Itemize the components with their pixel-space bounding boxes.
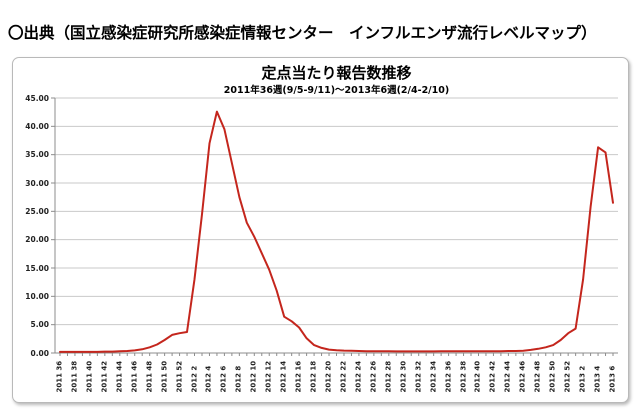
x-axis-label: 2012 50 xyxy=(548,360,557,393)
x-axis-label: 2012 2 xyxy=(190,365,198,393)
y-axis-label: 15.00 xyxy=(25,263,49,273)
x-axis-label: 2011 42 xyxy=(100,360,109,393)
x-axis-label: 2011 48 xyxy=(145,360,154,393)
y-axis-label: 10.00 xyxy=(25,291,49,301)
chart-title: 定点当たり報告数推移 xyxy=(261,64,412,82)
x-axis-label: 2011 36 xyxy=(55,360,64,393)
x-axis-label: 2011 52 xyxy=(175,360,184,393)
x-axis-label: 2013 6 xyxy=(608,365,617,393)
x-axis-label: 2011 44 xyxy=(115,360,124,393)
y-axis-label: 5.00 xyxy=(30,320,49,330)
x-axis-label: 2012 40 xyxy=(473,360,482,393)
x-axis-label: 2012 20 xyxy=(324,360,333,393)
x-axis-label: 2012 30 xyxy=(399,360,408,393)
x-axis-label: 2012 12 xyxy=(264,360,273,393)
x-axis-label: 2012 8 xyxy=(234,365,243,393)
x-axis-label: 2012 14 xyxy=(279,360,288,393)
x-axis-label: 2011 38 xyxy=(70,360,79,393)
line-chart-svg xyxy=(51,97,618,356)
y-axis-label: 40.00 xyxy=(25,121,49,131)
x-axis-label: 2012 24 xyxy=(354,360,363,393)
y-axis-label: 35.00 xyxy=(25,150,49,160)
x-axis-label: 2012 44 xyxy=(503,360,512,393)
x-axis-label: 2012 32 xyxy=(414,360,423,393)
y-axis-label: 25.00 xyxy=(25,206,49,216)
y-axis-label: 30.00 xyxy=(25,178,49,188)
x-axis-label: 2012 6 xyxy=(219,365,228,393)
chart-subtitle: 2011年36週(9/5-9/11)～2013年6週(2/4-2/10) xyxy=(223,85,450,96)
x-axis-label: 2012 48 xyxy=(533,360,542,393)
x-axis-label: 2012 22 xyxy=(339,360,348,393)
x-axis-label: 2012 52 xyxy=(563,360,572,393)
x-axis-label: 2011 46 xyxy=(130,360,139,393)
chart-panel: 定点当たり報告数推移 2011年36週(9/5-9/11)～2013年6週(2/… xyxy=(12,57,629,403)
x-axis-label: 2012 18 xyxy=(309,360,318,393)
y-axis-label: 45.00 xyxy=(25,93,49,103)
x-axis-label: 2013 4 xyxy=(593,365,602,393)
x-axis-label: 2012 36 xyxy=(444,360,453,393)
x-axis-label: 2012 16 xyxy=(294,360,303,393)
x-axis-label: 2012 4 xyxy=(204,365,213,393)
y-axis-label: 0.00 xyxy=(30,348,49,358)
series-line xyxy=(59,110,614,353)
x-axis-label: 2012 10 xyxy=(249,360,258,393)
source-heading: 〇出典（国立感染症研究所感染症情報センター インフルエンザ流行レベルマップ） xyxy=(8,24,597,42)
x-axis-label: 2012 38 xyxy=(459,360,468,393)
x-axis-label: 2011 50 xyxy=(160,360,169,393)
x-axis-label: 2012 42 xyxy=(488,360,497,393)
x-axis-label: 2012 34 xyxy=(429,360,438,393)
x-axis-label: 2012 46 xyxy=(518,360,527,393)
y-axis-label: 20.00 xyxy=(25,235,49,245)
x-axis-label: 2012 26 xyxy=(369,360,378,393)
x-axis-label: 2013 2 xyxy=(578,365,587,393)
x-axis-label: 2012 28 xyxy=(384,360,393,393)
x-axis-label: 2011 40 xyxy=(85,360,94,393)
